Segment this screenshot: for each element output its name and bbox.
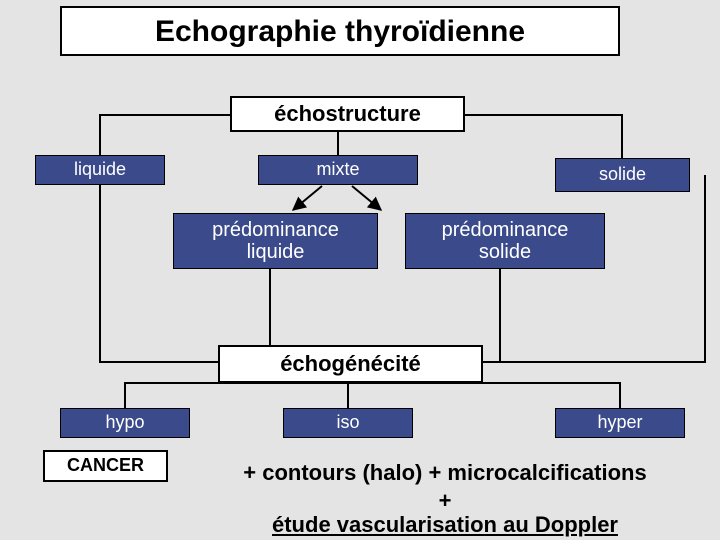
node-echogenecite: échogénécité — [218, 345, 483, 383]
node-iso-label: iso — [336, 413, 359, 433]
node-hypo: hypo — [60, 408, 190, 438]
node-pred-liquide-label: prédominance liquide — [212, 219, 339, 263]
node-pred-solide: prédominance solide — [405, 213, 605, 269]
node-cancer: CANCER — [43, 450, 168, 482]
footer-line-1-text: + contours (halo) + microcalcifications — [243, 460, 646, 485]
node-hyper-label: hyper — [597, 413, 642, 433]
footer-line-2-text: étude vascularisation au Doppler — [272, 512, 618, 537]
node-cancer-label: CANCER — [67, 456, 144, 476]
node-hyper: hyper — [555, 408, 685, 438]
node-echostructure-label: échostructure — [274, 102, 421, 126]
footer-line-2: étude vascularisation au Doppler — [180, 512, 710, 538]
node-hypo-label: hypo — [105, 413, 144, 433]
node-solide: solide — [555, 158, 690, 192]
node-mixte: mixte — [258, 155, 418, 185]
node-solide-label: solide — [599, 165, 646, 185]
node-liquide: liquide — [35, 155, 165, 185]
node-echogenecite-label: échogénécité — [280, 352, 421, 376]
page-title-text: Echographie thyroïdienne — [155, 15, 525, 48]
node-pred-solide-label: prédominance solide — [442, 219, 569, 263]
node-pred-liquide: prédominance liquide — [173, 213, 378, 269]
page-title: Echographie thyroïdienne — [60, 6, 620, 56]
node-iso: iso — [283, 408, 413, 438]
footer-plus-text: + — [439, 488, 452, 513]
node-liquide-label: liquide — [74, 160, 126, 180]
footer-plus: + — [180, 488, 710, 514]
node-echostructure: échostructure — [230, 96, 465, 132]
footer-line-1: + contours (halo) + microcalcifications — [180, 460, 710, 486]
node-mixte-label: mixte — [316, 160, 359, 180]
